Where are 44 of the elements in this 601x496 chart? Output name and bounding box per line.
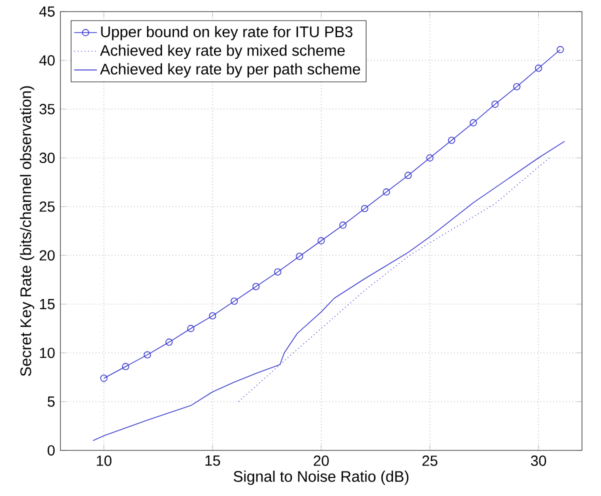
point: [187, 324, 194, 332]
y-tick-label: 45: [39, 6, 55, 17]
y-tick-label: 30: [40, 152, 55, 164]
point: [122, 362, 130, 370]
point: [296, 252, 304, 260]
point: [426, 154, 434, 162]
x-tick-label: 10: [96, 456, 112, 466]
x-tick-label: 25: [422, 456, 438, 466]
y-tick-label: 20: [40, 250, 55, 261]
point: [513, 83, 520, 90]
legend-label: Upper bound on key rate for ITU PB3: [101, 26, 352, 40]
x-tick-label: 20: [314, 456, 329, 466]
x-axis-title: Signal to Noise Ratio (dB): [234, 470, 408, 485]
point: [165, 338, 173, 346]
y-tick-label: 15: [40, 299, 55, 310]
y-tick-label: 0: [48, 445, 55, 456]
point: [318, 237, 325, 244]
point: [274, 268, 282, 276]
point: [382, 188, 390, 196]
point: [404, 172, 412, 180]
line-series: [92, 140, 566, 442]
x-tick-label: 15: [205, 456, 220, 466]
point: [556, 46, 564, 54]
point: [339, 222, 347, 229]
y-axis-title: Secret Key Rate (bits/channel observation): [20, 86, 34, 376]
point: [448, 136, 456, 144]
y-tick-label: 35: [40, 104, 55, 114]
point: [534, 64, 542, 72]
y-tick-label: 5: [48, 396, 55, 407]
legend-label: Achieved key rate by mixed scheme: [100, 44, 345, 59]
x-tick-label: 30: [530, 456, 546, 466]
y-tick-label: 10: [40, 348, 55, 358]
point: [252, 282, 260, 290]
y-tick-label: 25: [40, 201, 55, 212]
y-tick-label: 40: [39, 55, 55, 66]
point: [491, 100, 499, 108]
point: [144, 351, 151, 358]
point: [361, 204, 368, 212]
point: [230, 298, 238, 305]
point: [208, 312, 216, 320]
line-series: [238, 157, 550, 402]
point: [100, 374, 108, 382]
legend-label: Achieved key rate by per path scheme: [100, 63, 360, 78]
point: [470, 119, 477, 126]
